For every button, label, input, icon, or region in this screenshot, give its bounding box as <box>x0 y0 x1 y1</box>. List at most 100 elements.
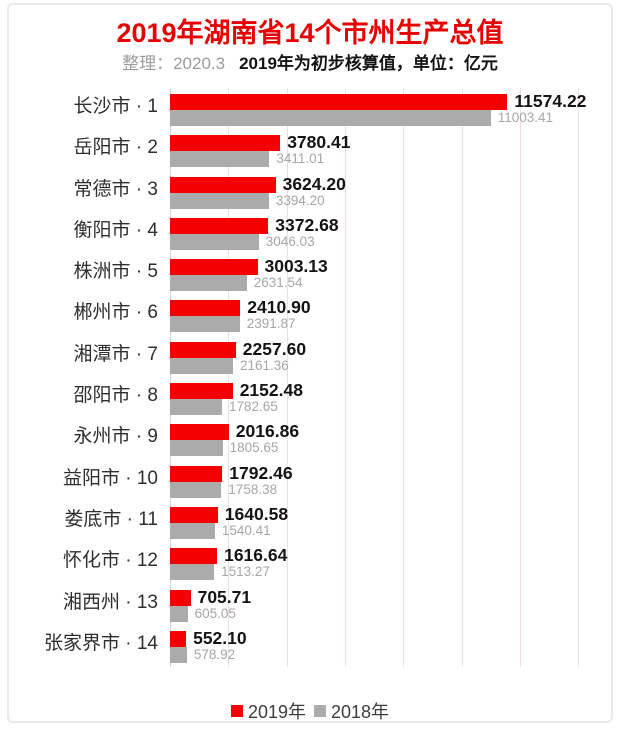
chart-row: 邵阳市 · 8 2152.48 1782.65 <box>9 377 611 418</box>
value-label-2018: 1540.41 <box>221 522 271 538</box>
chart-row: 娄底市 · 11 1640.58 1540.41 <box>9 501 611 542</box>
value-label-2019: 1640.58 <box>224 503 289 524</box>
gridline <box>461 88 463 667</box>
category-label: 永州市 · 9 <box>73 426 158 448</box>
value-label-2018: 2161.36 <box>240 357 289 373</box>
row-bars: 1640.58 1540.41 <box>170 501 611 542</box>
row-bars: 552.10 578.92 <box>170 625 611 666</box>
gridline <box>228 88 230 667</box>
chart-rows: 长沙市 · 1 11574.22 11003.41 岳阳市 · 2 3780.41 341… <box>9 88 611 666</box>
row-bars: 3780.41 3411.01 <box>170 129 611 170</box>
value-label-2019: 552.10 <box>193 627 247 648</box>
subtitle-source: 整理：2020.3 <box>122 54 226 73</box>
row-bars: 1616.64 1513.27 <box>170 542 611 583</box>
gridline <box>403 88 405 667</box>
chart-row: 益阳市 · 10 1792.46 1758.38 <box>9 460 611 501</box>
category-label: 湘潭市 · 7 <box>73 343 158 365</box>
category-label: 株洲市 · 5 <box>73 261 158 283</box>
value-label-2019: 3780.41 <box>287 132 351 153</box>
value-label-2018: 1513.27 <box>221 564 270 580</box>
value-label-2018: 2391.87 <box>246 316 296 332</box>
row-bars: 2152.48 1782.65 <box>170 377 611 418</box>
value-label-2018: 11003.41 <box>497 110 553 125</box>
bar-2018 <box>170 192 269 209</box>
chart-row: 长沙市 · 1 11574.22 11003.41 <box>9 88 611 129</box>
row-bars: 11574.22 11003.41 <box>170 88 611 129</box>
bar-2018 <box>170 316 240 333</box>
bar-2018 <box>170 399 222 416</box>
bar-2019 <box>170 259 258 276</box>
chart-row: 岳阳市 · 2 3780.41 3411.01 <box>9 129 611 170</box>
gridline <box>519 88 521 667</box>
category-label: 娄底市 · 11 <box>64 508 158 530</box>
bar-2018 <box>170 110 491 126</box>
chart-title: 2019年湖南省14个市州生产总值 <box>116 18 504 48</box>
bar-2019 <box>170 341 236 358</box>
gridline <box>286 88 288 667</box>
value-label-2018: 1782.65 <box>229 399 278 415</box>
chart-row: 株洲市 · 5 3003.13 2631.54 <box>9 253 611 294</box>
value-label-2019: 1616.64 <box>224 545 288 566</box>
bar-2019 <box>170 424 229 441</box>
chart-card: 2019年湖南省14个市州生产总值 整理：2020.3 2019年为初步核算值，单… <box>7 3 613 723</box>
legend-item-2019: 2019年 <box>230 698 306 724</box>
chart-row: 常德市 · 3 3624.20 3394.20 <box>9 171 611 212</box>
chart-row: 张家界市 · 14 552.10 578.92 <box>9 625 611 666</box>
value-label-2018: 2631.54 <box>253 275 303 291</box>
row-bars: 1792.46 1758.38 <box>170 460 611 501</box>
row-bars: 3003.13 2631.54 <box>170 253 611 294</box>
bar-2018 <box>170 440 223 457</box>
bar-2018 <box>170 564 215 581</box>
bar-2018 <box>170 605 188 622</box>
bar-2019 <box>170 300 241 317</box>
value-label-2019: 2410.90 <box>247 297 311 318</box>
value-label-2019: 705.71 <box>197 586 252 607</box>
y-axis-line <box>170 88 171 667</box>
bar-2019 <box>170 506 218 523</box>
value-label-2018: 3394.20 <box>275 192 325 208</box>
bar-2018 <box>170 481 222 498</box>
plot-gridlines <box>170 88 611 667</box>
value-label-2019: 3624.20 <box>282 173 346 194</box>
chart-row: 湘西州 · 13 705.71 605.05 <box>9 584 611 625</box>
row-bars: 3624.20 3394.20 <box>170 171 611 212</box>
legend-item-2018: 2018年 <box>314 698 389 724</box>
bar-2019 <box>170 176 276 193</box>
bar-2018 <box>170 357 233 374</box>
value-label-2019: 11574.22 <box>514 91 587 111</box>
value-label-2018: 1805.65 <box>229 440 279 456</box>
bar-2019 <box>170 589 191 606</box>
value-label-2018: 605.05 <box>194 605 236 621</box>
value-label-2019: 1792.46 <box>229 462 293 483</box>
category-label: 衡阳市 · 4 <box>73 219 158 241</box>
legend-label: 2018年 <box>331 702 390 722</box>
category-label: 张家界市 · 14 <box>43 632 158 654</box>
chart-row: 衡阳市 · 4 3372.68 3046.03 <box>9 212 611 253</box>
bar-2018 <box>170 275 247 292</box>
bar-2018 <box>170 233 259 250</box>
value-label-2019: 3003.13 <box>264 256 328 277</box>
bar-2018 <box>170 522 215 539</box>
value-label-2019: 3372.68 <box>275 214 339 235</box>
category-label: 郴州市 · 6 <box>73 302 158 324</box>
row-bars: 705.71 605.05 <box>170 584 611 625</box>
row-bars: 2016.86 1805.65 <box>170 418 611 459</box>
row-bars: 2257.60 2161.36 <box>170 336 611 377</box>
category-label: 长沙市 · 1 <box>73 96 158 117</box>
category-label: 岳阳市 · 2 <box>73 137 158 159</box>
chart-row: 怀化市 · 12 1616.64 1513.27 <box>9 542 611 583</box>
gridline <box>578 88 580 667</box>
row-bars: 2410.90 2391.87 <box>170 294 611 335</box>
chart-row: 永州市 · 9 2016.86 1805.65 <box>9 418 611 459</box>
chart-row: 郴州市 · 6 2410.90 2391.87 <box>9 294 611 335</box>
subtitle-note: 2019年为初步核算值，单位：亿元 <box>239 54 498 73</box>
value-label-2019: 2152.48 <box>239 380 303 401</box>
value-label-2018: 578.92 <box>193 646 236 662</box>
legend-label: 2019年 <box>247 702 306 722</box>
bar-2018 <box>170 151 270 168</box>
category-label: 常德市 · 3 <box>73 178 158 200</box>
bar-2019 <box>170 630 187 647</box>
chart-subtitle: 整理：2020.3 2019年为初步核算值，单位：亿元 <box>9 54 611 74</box>
bar-chart: 长沙市 · 1 11574.22 11003.41 岳阳市 · 2 3780.41 341… <box>9 88 611 667</box>
category-label: 益阳市 · 10 <box>62 467 158 489</box>
